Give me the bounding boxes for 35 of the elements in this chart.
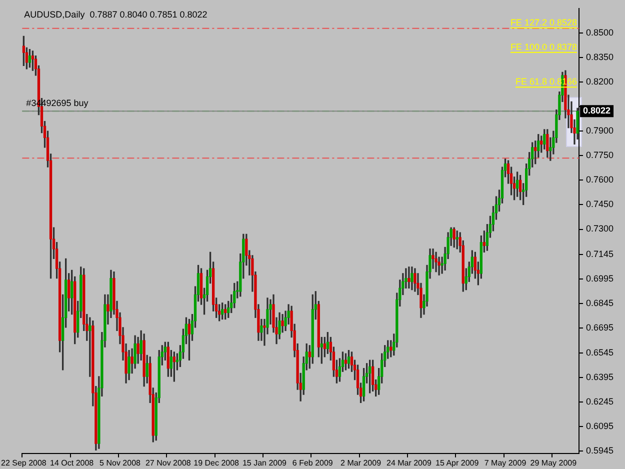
y-tick-label: 0.8350 xyxy=(586,52,614,62)
ref-line-label: FE 127.2 0.8528 xyxy=(510,17,577,28)
y-tick-label: 0.7145 xyxy=(586,249,614,260)
x-tick-label: 29 May 2009 xyxy=(530,458,578,468)
y-tick-label: 0.8500 xyxy=(586,27,614,38)
candlestick xyxy=(408,266,410,288)
x-tick-label: 14 Oct 2008 xyxy=(50,458,94,468)
x-tick-label: 19 Dec 2008 xyxy=(194,458,240,468)
candlestick xyxy=(434,252,438,272)
x-tick-label: 6 Feb 2009 xyxy=(292,458,334,468)
x-tick-label: 15 Jan 2009 xyxy=(242,458,288,468)
x-tick-label: 22 Sep 2008 xyxy=(1,458,47,468)
y-tick-label: 0.6695 xyxy=(586,322,614,333)
x-tick-label: 15 Apr 2009 xyxy=(436,458,480,468)
y-tick-label: 0.7600 xyxy=(586,174,614,185)
x-tick-label: 7 May 2009 xyxy=(484,458,527,468)
ref-line-label: FE 100.0 0.8378 xyxy=(510,42,577,52)
y-tick-label: 0.8200 xyxy=(586,76,614,87)
y-tick-label: 0.7750 xyxy=(586,150,614,160)
x-tick-label: 27 Nov 2008 xyxy=(145,458,192,468)
y-tick-label: 0.6395 xyxy=(586,372,614,382)
y-tick-label: 0.6995 xyxy=(586,274,614,284)
y-tick-label: 0.7450 xyxy=(586,199,614,210)
y-tick-label: 0.6245 xyxy=(586,396,614,406)
ref-line-label: 0.8022 xyxy=(583,106,611,116)
x-tick-label: 24 Mar 2009 xyxy=(386,458,432,468)
y-tick-label: 0.5945 xyxy=(586,445,614,456)
y-tick-label: 0.6095 xyxy=(586,420,614,431)
y-tick-label: 0.6845 xyxy=(586,298,614,308)
x-tick-label: 2 Mar 2009 xyxy=(340,458,382,468)
y-tick-label: 0.6545 xyxy=(586,347,614,358)
y-tick-label: 0.7300 xyxy=(586,224,614,234)
y-tick-label: 0.7900 xyxy=(586,126,614,136)
chart-title: AUDUSD,Daily 0.7887 0.8040 0.7851 0.8022 xyxy=(24,9,208,20)
x-tick-label: 5 Nov 2008 xyxy=(100,458,142,468)
